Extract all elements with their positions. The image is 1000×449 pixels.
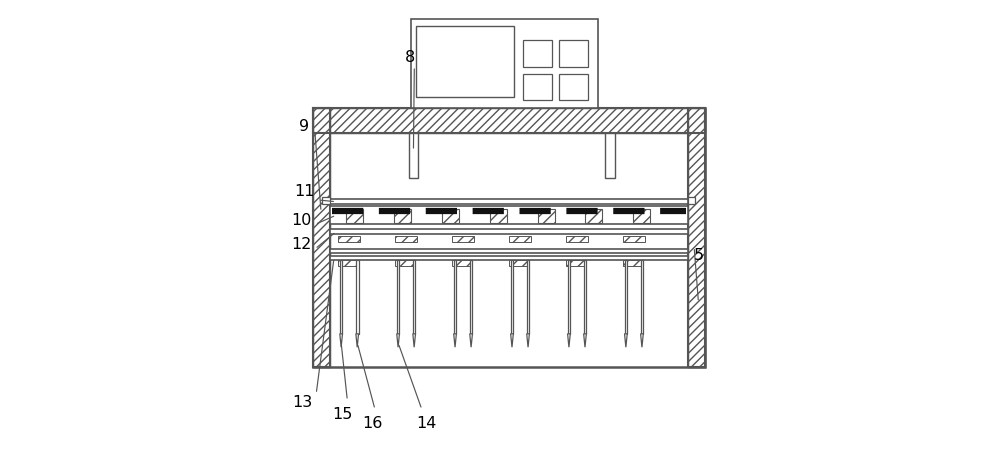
Polygon shape <box>413 334 415 347</box>
Bar <box>688 197 695 203</box>
Bar <box>330 249 688 253</box>
Bar <box>623 236 645 242</box>
Bar <box>330 229 688 234</box>
Polygon shape <box>397 334 399 347</box>
Bar <box>442 209 459 223</box>
Bar <box>322 197 330 203</box>
Text: 5: 5 <box>694 248 704 263</box>
Bar <box>509 236 531 242</box>
Bar <box>585 209 602 223</box>
Bar <box>584 260 586 334</box>
Bar <box>568 260 570 334</box>
Text: 10: 10 <box>291 212 312 228</box>
Bar <box>490 209 507 223</box>
Polygon shape <box>527 334 529 347</box>
Polygon shape <box>584 334 586 347</box>
Bar <box>338 260 357 266</box>
Text: 16: 16 <box>363 416 383 431</box>
Bar <box>523 40 552 66</box>
Bar <box>470 260 472 334</box>
Polygon shape <box>470 334 472 347</box>
Text: 12: 12 <box>291 237 312 252</box>
Bar <box>625 260 627 334</box>
Bar <box>395 260 414 266</box>
Bar <box>566 260 584 266</box>
Bar <box>394 209 411 223</box>
Bar <box>509 260 528 266</box>
Bar <box>313 109 705 133</box>
Bar <box>523 74 552 101</box>
Polygon shape <box>511 334 513 347</box>
Bar <box>356 260 359 334</box>
Bar <box>527 260 529 334</box>
Bar <box>330 256 688 260</box>
Text: 8: 8 <box>405 50 415 65</box>
Bar <box>416 26 514 97</box>
Polygon shape <box>625 334 627 347</box>
Polygon shape <box>340 334 342 347</box>
Text: 14: 14 <box>416 416 437 431</box>
Bar <box>340 260 342 334</box>
Text: 9: 9 <box>299 119 309 134</box>
Text: 15: 15 <box>333 407 353 422</box>
Bar <box>605 133 615 178</box>
Bar <box>566 236 588 242</box>
Bar <box>330 206 688 224</box>
Polygon shape <box>356 334 359 347</box>
Bar <box>397 260 399 334</box>
Bar <box>538 209 555 223</box>
Bar <box>452 236 474 242</box>
Bar <box>338 236 360 242</box>
Bar <box>688 109 705 367</box>
Bar <box>409 133 418 178</box>
Bar <box>623 260 641 266</box>
Bar <box>454 260 456 334</box>
Bar <box>346 209 363 223</box>
Bar <box>452 260 471 266</box>
Bar <box>330 199 688 204</box>
Text: 13: 13 <box>293 396 313 410</box>
Bar <box>411 19 598 109</box>
Bar <box>313 109 705 367</box>
Bar <box>688 109 705 367</box>
Polygon shape <box>454 334 456 347</box>
Bar <box>313 109 705 133</box>
Bar <box>511 260 513 334</box>
Bar <box>413 260 415 334</box>
Text: 11: 11 <box>294 184 315 198</box>
Bar <box>559 40 588 66</box>
Bar <box>559 74 588 101</box>
Polygon shape <box>568 334 570 347</box>
Bar <box>633 209 650 223</box>
Bar <box>641 260 643 334</box>
Bar <box>313 109 330 367</box>
Bar <box>313 109 330 367</box>
Polygon shape <box>641 334 643 347</box>
Bar <box>395 236 417 242</box>
